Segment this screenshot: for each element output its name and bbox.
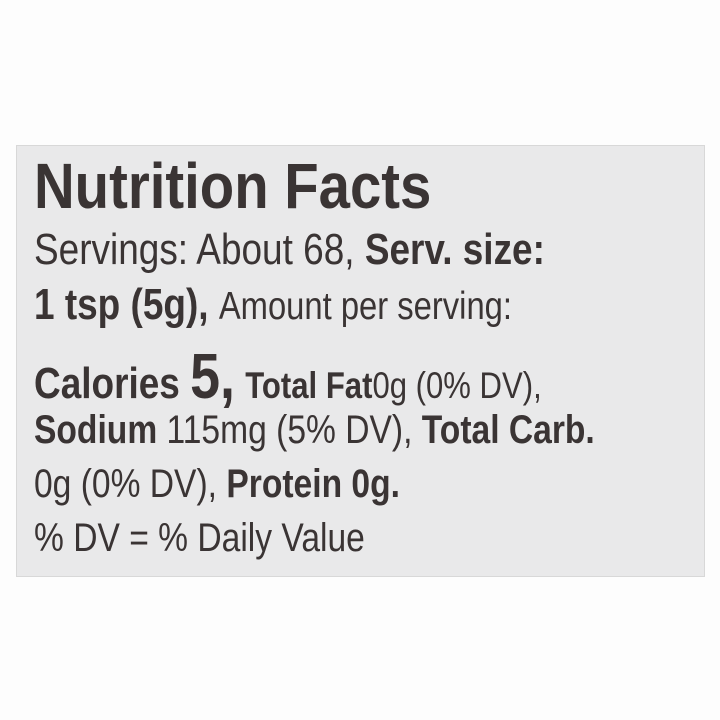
daily-value-footnote: % DV = % Daily Value [34,516,365,560]
total-carb-label: Total Carb. [421,408,595,452]
calories-label: Calories [34,359,180,408]
amount-per-serving-label: Amount per serving: [218,285,512,328]
total-carb-value: 0g (0% DV), [34,462,218,506]
nutrition-title: Nutrition Facts [34,150,432,222]
nutrition-label: Nutrition Facts Servings: About 68, Serv… [16,145,705,577]
calories-line: Calories 5, Total Fat0g (0% DV), [34,344,542,408]
servings-text: Servings: About 68, [34,225,355,274]
sodium-line: Sodium 115mg (5% DV), Total Carb. [34,410,595,450]
carb-protein-line: 0g (0% DV), Protein 0g. [34,464,400,504]
sodium-value: 115mg (5% DV), [166,408,413,452]
serving-size-label: Serv. size: [364,225,545,274]
total-fat-label: Total Fat [245,365,373,406]
serving-size-value: 1 tsp (5g), [34,280,209,329]
sodium-label: Sodium [34,408,158,452]
calories-value: 5, [190,340,235,412]
total-fat-value: 0g (0% DV), [372,365,542,406]
protein-label: Protein 0g. [226,462,400,506]
serving-size-line: 1 tsp (5g), Amount per serving: [34,283,512,327]
servings-line: Servings: About 68, Serv. size: [34,228,545,272]
